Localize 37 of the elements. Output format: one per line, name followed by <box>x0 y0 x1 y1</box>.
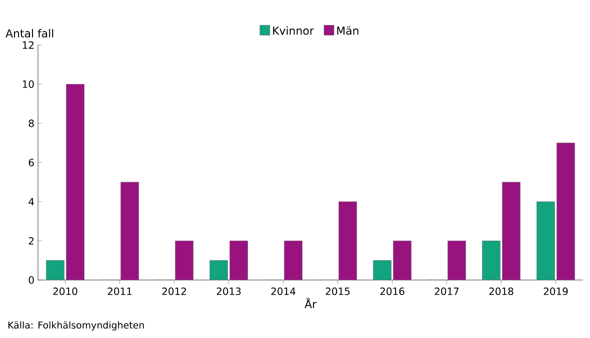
bar <box>120 182 139 280</box>
x-tick-label: 2018 <box>489 288 514 296</box>
x-tick-label: 2011 <box>108 288 132 296</box>
bar <box>46 260 64 280</box>
y-axis-title: Antal fall <box>6 28 54 38</box>
y-tick-label: 6 <box>28 158 34 166</box>
bar <box>338 202 357 280</box>
bar <box>482 240 500 280</box>
bar <box>536 202 555 280</box>
bar <box>448 240 466 280</box>
bar <box>284 240 302 280</box>
legend-label: Kvinnor <box>273 26 314 35</box>
x-tick-label: 2017 <box>434 288 459 296</box>
x-tick-label: 2019 <box>544 288 568 296</box>
x-tick-label: 2012 <box>162 288 186 296</box>
x-tick-label: 2010 <box>53 288 78 296</box>
x-axis-title: År <box>304 298 316 308</box>
y-tick-label: 12 <box>22 41 34 49</box>
x-tick-label: 2015 <box>326 288 350 296</box>
text: Källa: Folkhälsomyndigheten <box>8 321 144 330</box>
bar <box>556 142 575 280</box>
legend-label: Män <box>337 26 358 35</box>
y-tick-label: 2 <box>28 237 34 245</box>
bar <box>230 240 248 280</box>
x-tick-label: 2013 <box>216 288 241 296</box>
bar <box>210 260 228 280</box>
y-tick-label: 0 <box>28 276 34 284</box>
bar <box>502 182 520 280</box>
x-tick-label: 2016 <box>380 288 404 296</box>
y-tick-label: 8 <box>28 120 34 128</box>
y-tick-label: 10 <box>22 80 34 88</box>
y-tick-label: 4 <box>28 198 34 206</box>
bar <box>175 240 194 280</box>
bar <box>393 240 412 280</box>
bar <box>373 260 392 280</box>
x-tick-label: 2014 <box>271 288 296 296</box>
bar <box>66 84 84 280</box>
